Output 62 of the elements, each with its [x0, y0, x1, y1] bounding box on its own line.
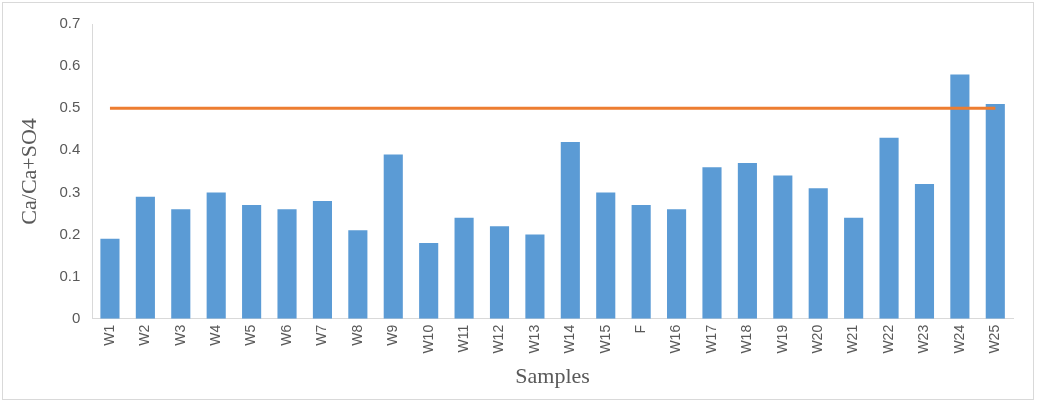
x-tick-label: W25 — [986, 324, 1003, 354]
bar — [950, 74, 970, 319]
bar — [560, 141, 580, 319]
bar — [773, 175, 793, 319]
bar — [914, 184, 935, 319]
bar — [242, 205, 262, 319]
bar — [383, 154, 403, 319]
x-tick-label: W18 — [738, 324, 755, 354]
bar — [135, 196, 155, 319]
x-tick-label: W15 — [596, 324, 613, 354]
y-tick-label: 0.7 — [59, 14, 81, 32]
y-tick-label: 0.5 — [59, 98, 81, 116]
y-tick-label: 0.3 — [59, 182, 81, 200]
x-tick-label: W14 — [561, 324, 578, 354]
x-axis-title: Samples — [515, 362, 590, 388]
x-tick-label: W19 — [773, 324, 790, 354]
bar — [667, 209, 687, 319]
x-tick-label: W12 — [490, 324, 507, 354]
bar — [489, 226, 510, 319]
bar — [348, 230, 368, 319]
bar — [596, 192, 616, 319]
y-tick-label: 0.6 — [59, 56, 81, 74]
y-tick-label: 0.2 — [59, 224, 81, 242]
bar — [525, 234, 545, 319]
bar — [277, 209, 297, 319]
bar — [631, 205, 651, 319]
x-tick-label: W1 — [100, 324, 117, 346]
x-tick-label: W5 — [242, 324, 259, 346]
y-tick-label: 0.1 — [59, 266, 81, 284]
x-tick-label: W4 — [207, 324, 224, 346]
x-tick-label: W10 — [419, 324, 436, 354]
x-tick-label: W17 — [702, 324, 719, 354]
bar — [312, 200, 332, 319]
y-tick-label: 0 — [71, 308, 81, 326]
x-tick-label: W6 — [277, 324, 294, 346]
bar — [985, 104, 1005, 319]
x-tick-label: W9 — [384, 324, 401, 346]
x-tick-label: W23 — [915, 324, 932, 354]
bar — [100, 238, 120, 319]
bar — [702, 167, 722, 319]
y-axis-title: Ca/Ca+SO4 — [15, 118, 41, 225]
y-tick-label: 0.4 — [59, 140, 81, 158]
bar — [844, 217, 864, 319]
bar — [879, 137, 899, 319]
x-tick-label: W21 — [844, 324, 861, 354]
x-tick-label: W11 — [454, 324, 471, 353]
bar — [454, 217, 474, 319]
bar — [808, 188, 828, 319]
x-tick-label: W20 — [809, 324, 826, 354]
bar — [737, 162, 757, 319]
x-tick-label: W16 — [667, 324, 684, 354]
x-tick-label: W24 — [950, 324, 967, 354]
x-tick-label: W8 — [348, 324, 365, 346]
x-tick-label: W22 — [879, 324, 896, 354]
x-tick-label: W2 — [136, 324, 153, 346]
bar — [419, 243, 439, 319]
x-tick-label: W7 — [313, 324, 330, 346]
bar — [206, 192, 226, 319]
bar — [171, 209, 191, 319]
x-tick-label: W3 — [171, 324, 188, 346]
x-tick-label: W13 — [525, 324, 542, 354]
x-tick-label: F — [632, 324, 649, 334]
